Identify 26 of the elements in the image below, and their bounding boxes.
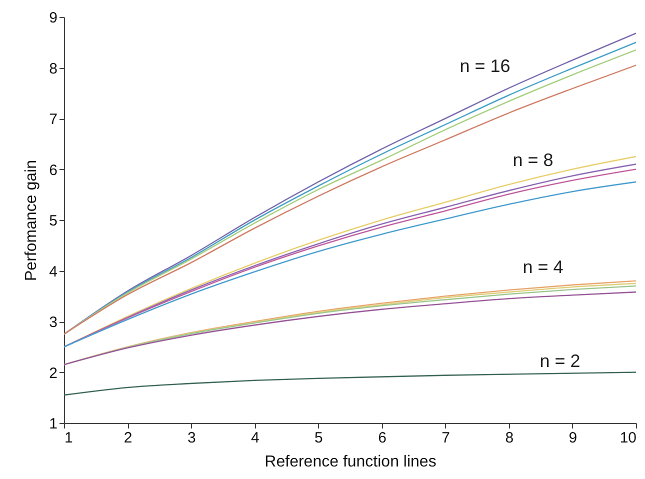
x-tick-label: 1 bbox=[64, 430, 73, 446]
annotation: n = 16 bbox=[460, 56, 510, 76]
x-tick-label: 9 bbox=[568, 430, 578, 446]
x-tick-label: 8 bbox=[505, 430, 514, 446]
x-tick-label: 7 bbox=[442, 430, 450, 446]
x-axis-title: Reference function lines bbox=[264, 454, 436, 470]
x-tick-label: 2 bbox=[124, 430, 132, 446]
y-tick-label: 7 bbox=[49, 111, 58, 128]
y-tick-label: 6 bbox=[49, 162, 58, 179]
y-tick-label: 1 bbox=[49, 416, 58, 432]
y-tick-label: 2 bbox=[49, 364, 58, 382]
annotation: n = 4 bbox=[522, 257, 564, 277]
y-tick-label: 9 bbox=[49, 10, 58, 26]
y-tick-label: 4 bbox=[49, 263, 58, 280]
y-tick-label: 3 bbox=[49, 314, 58, 331]
annotation: n = 8 bbox=[512, 150, 554, 170]
annotation: n = 2 bbox=[540, 351, 580, 371]
x-tick-label: 6 bbox=[378, 430, 386, 446]
line-series bbox=[64, 372, 636, 396]
x-tick-label: 5 bbox=[314, 430, 323, 446]
y-axis-title: Perfomance gain bbox=[23, 160, 40, 281]
y-tick-label: 8 bbox=[49, 60, 58, 78]
x-tick-label: 3 bbox=[187, 430, 196, 446]
y-tick-label: 5 bbox=[49, 212, 58, 230]
x-tick-label: 4 bbox=[250, 430, 260, 446]
x-tick-label: 10 bbox=[620, 430, 636, 446]
